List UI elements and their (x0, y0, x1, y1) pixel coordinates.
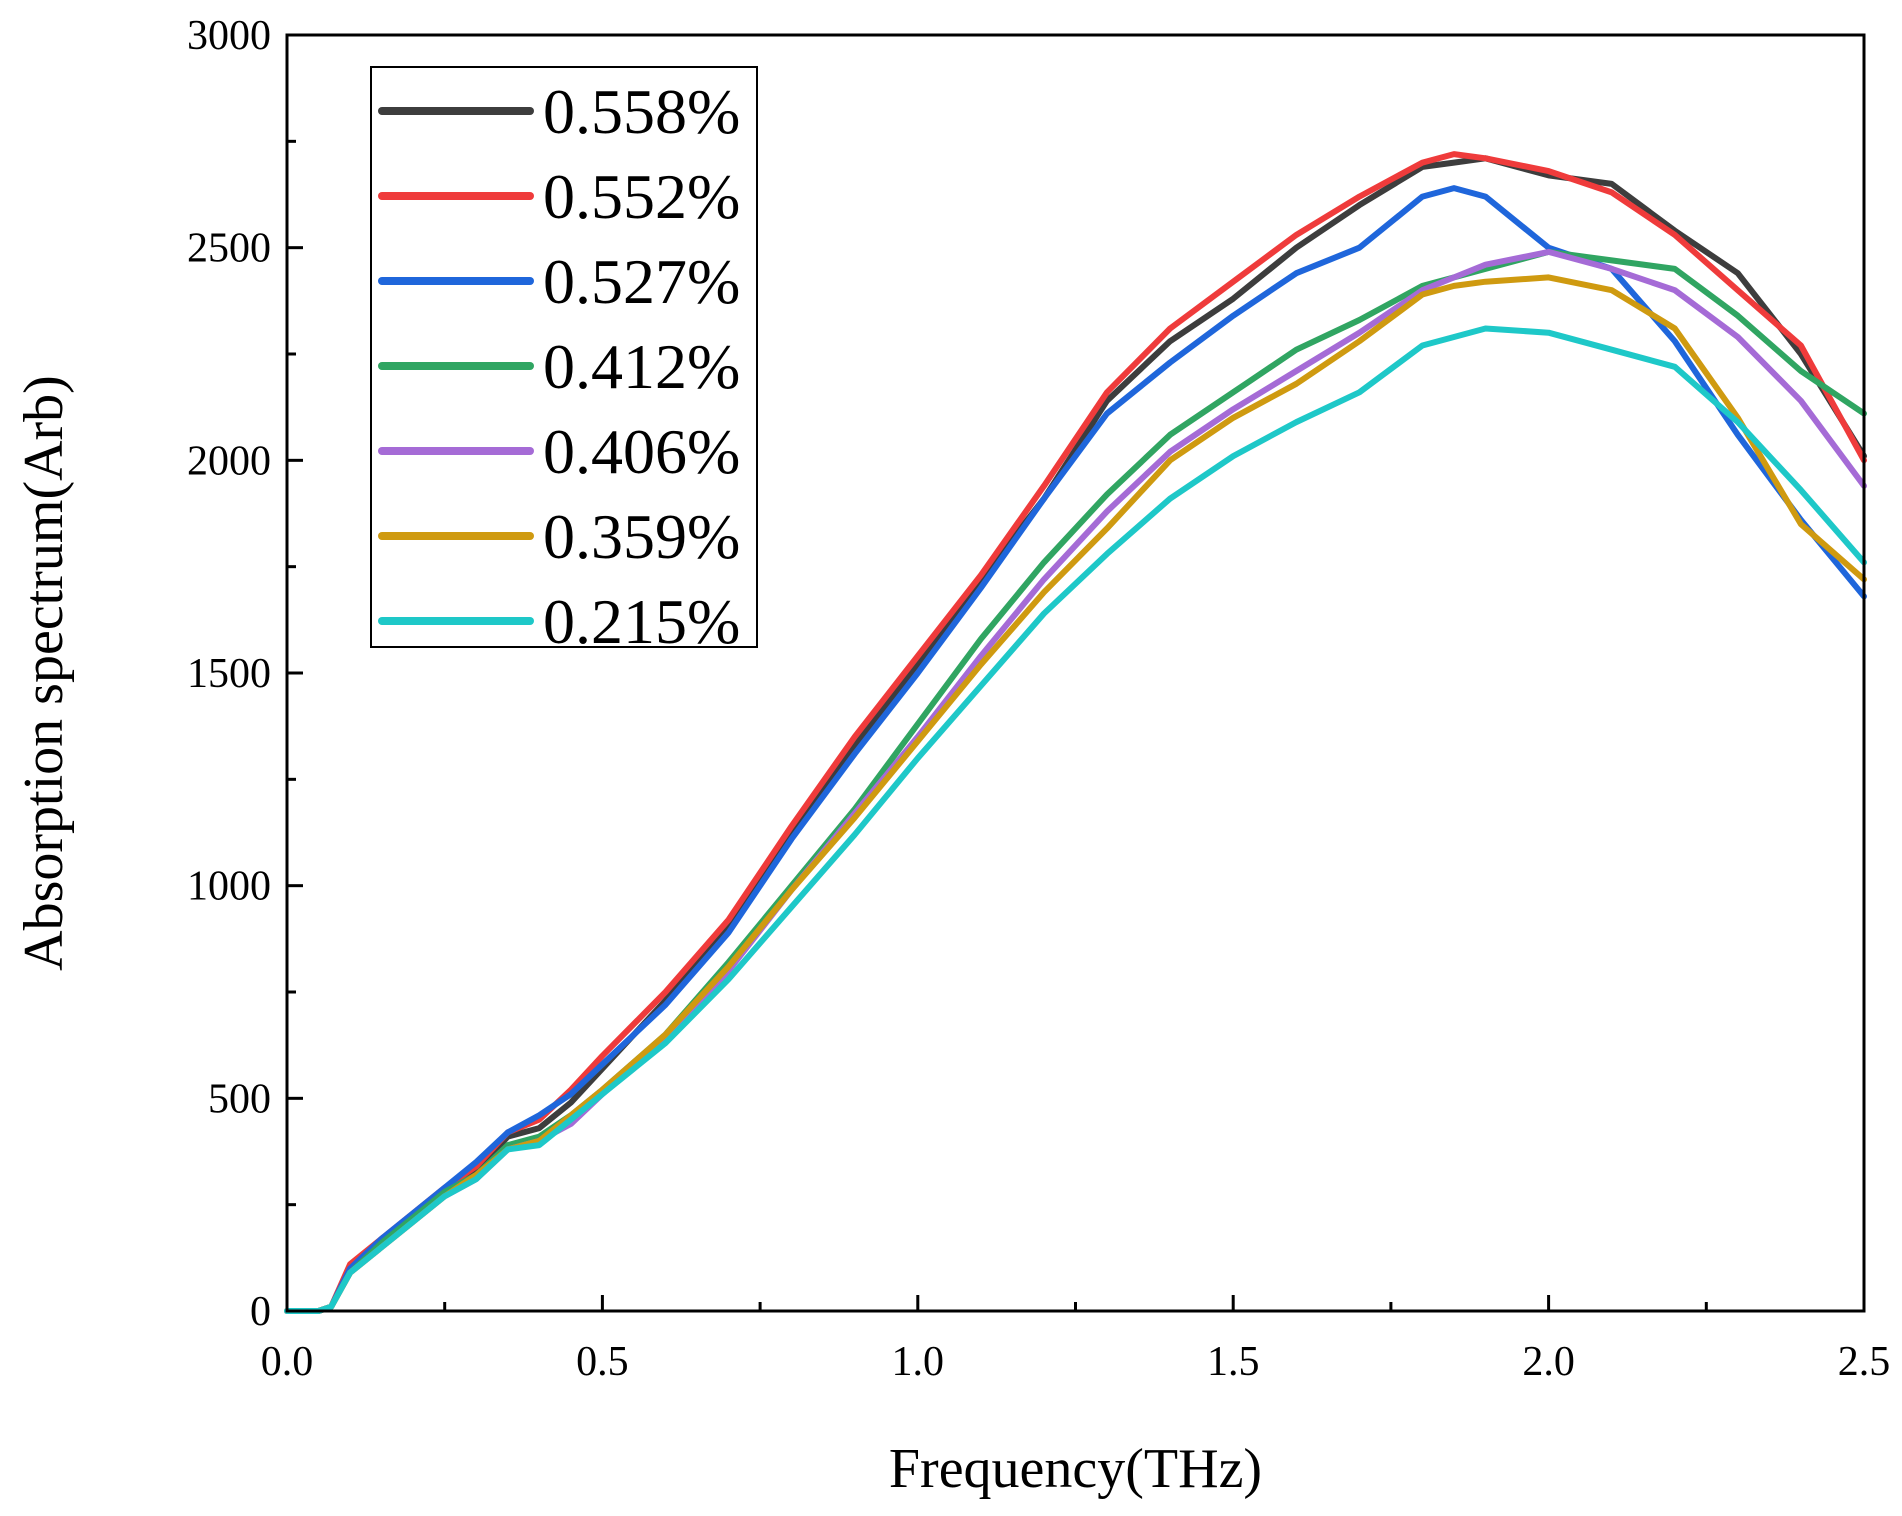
y-tick-label: 2500 (187, 226, 271, 272)
y-tick-label: 1500 (187, 651, 271, 697)
y-tick-label: 1000 (187, 864, 271, 910)
legend-label: 0.359% (543, 501, 740, 572)
y-axis-title: Absorption spectrum(Arb) (13, 375, 75, 971)
y-axis: 0 500 1000 1500 2000 2500 3000 (187, 13, 303, 1335)
legend-label: 0.406% (543, 416, 740, 487)
x-tick-label: 2.5 (1838, 1339, 1891, 1385)
legend-label: 0.527% (543, 246, 740, 317)
x-tick-label: 1.0 (892, 1339, 945, 1385)
x-axis-title: Frequency(THz) (889, 1438, 1262, 1500)
x-tick-label: 1.5 (1207, 1339, 1260, 1385)
legend-box (370, 66, 758, 648)
y-tick-label: 2000 (187, 438, 271, 484)
legend-label: 0.215% (543, 586, 740, 657)
series-line-0.527% (284, 185, 1867, 1314)
y-tick-label: 3000 (187, 13, 271, 59)
x-tick-label: 0.0 (261, 1339, 314, 1385)
legend-label: 0.552% (543, 161, 740, 232)
series-line-0.215% (284, 325, 1867, 1314)
y-tick-label: 500 (208, 1076, 271, 1122)
legend: 0.558% 0.552% 0.527% 0.412% 0.406% 0.359% 0.21… (370, 66, 758, 657)
y-tick-label: 0 (250, 1289, 271, 1335)
legend-label: 0.412% (543, 331, 740, 402)
x-tick-label: 2.0 (1522, 1339, 1575, 1385)
x-axis: 0.0 0.5 1.0 1.5 2.0 2.5 (261, 1295, 1891, 1385)
series-group (284, 151, 1867, 1314)
legend-label: 0.558% (543, 76, 740, 147)
x-tick-label: 0.5 (576, 1339, 629, 1385)
